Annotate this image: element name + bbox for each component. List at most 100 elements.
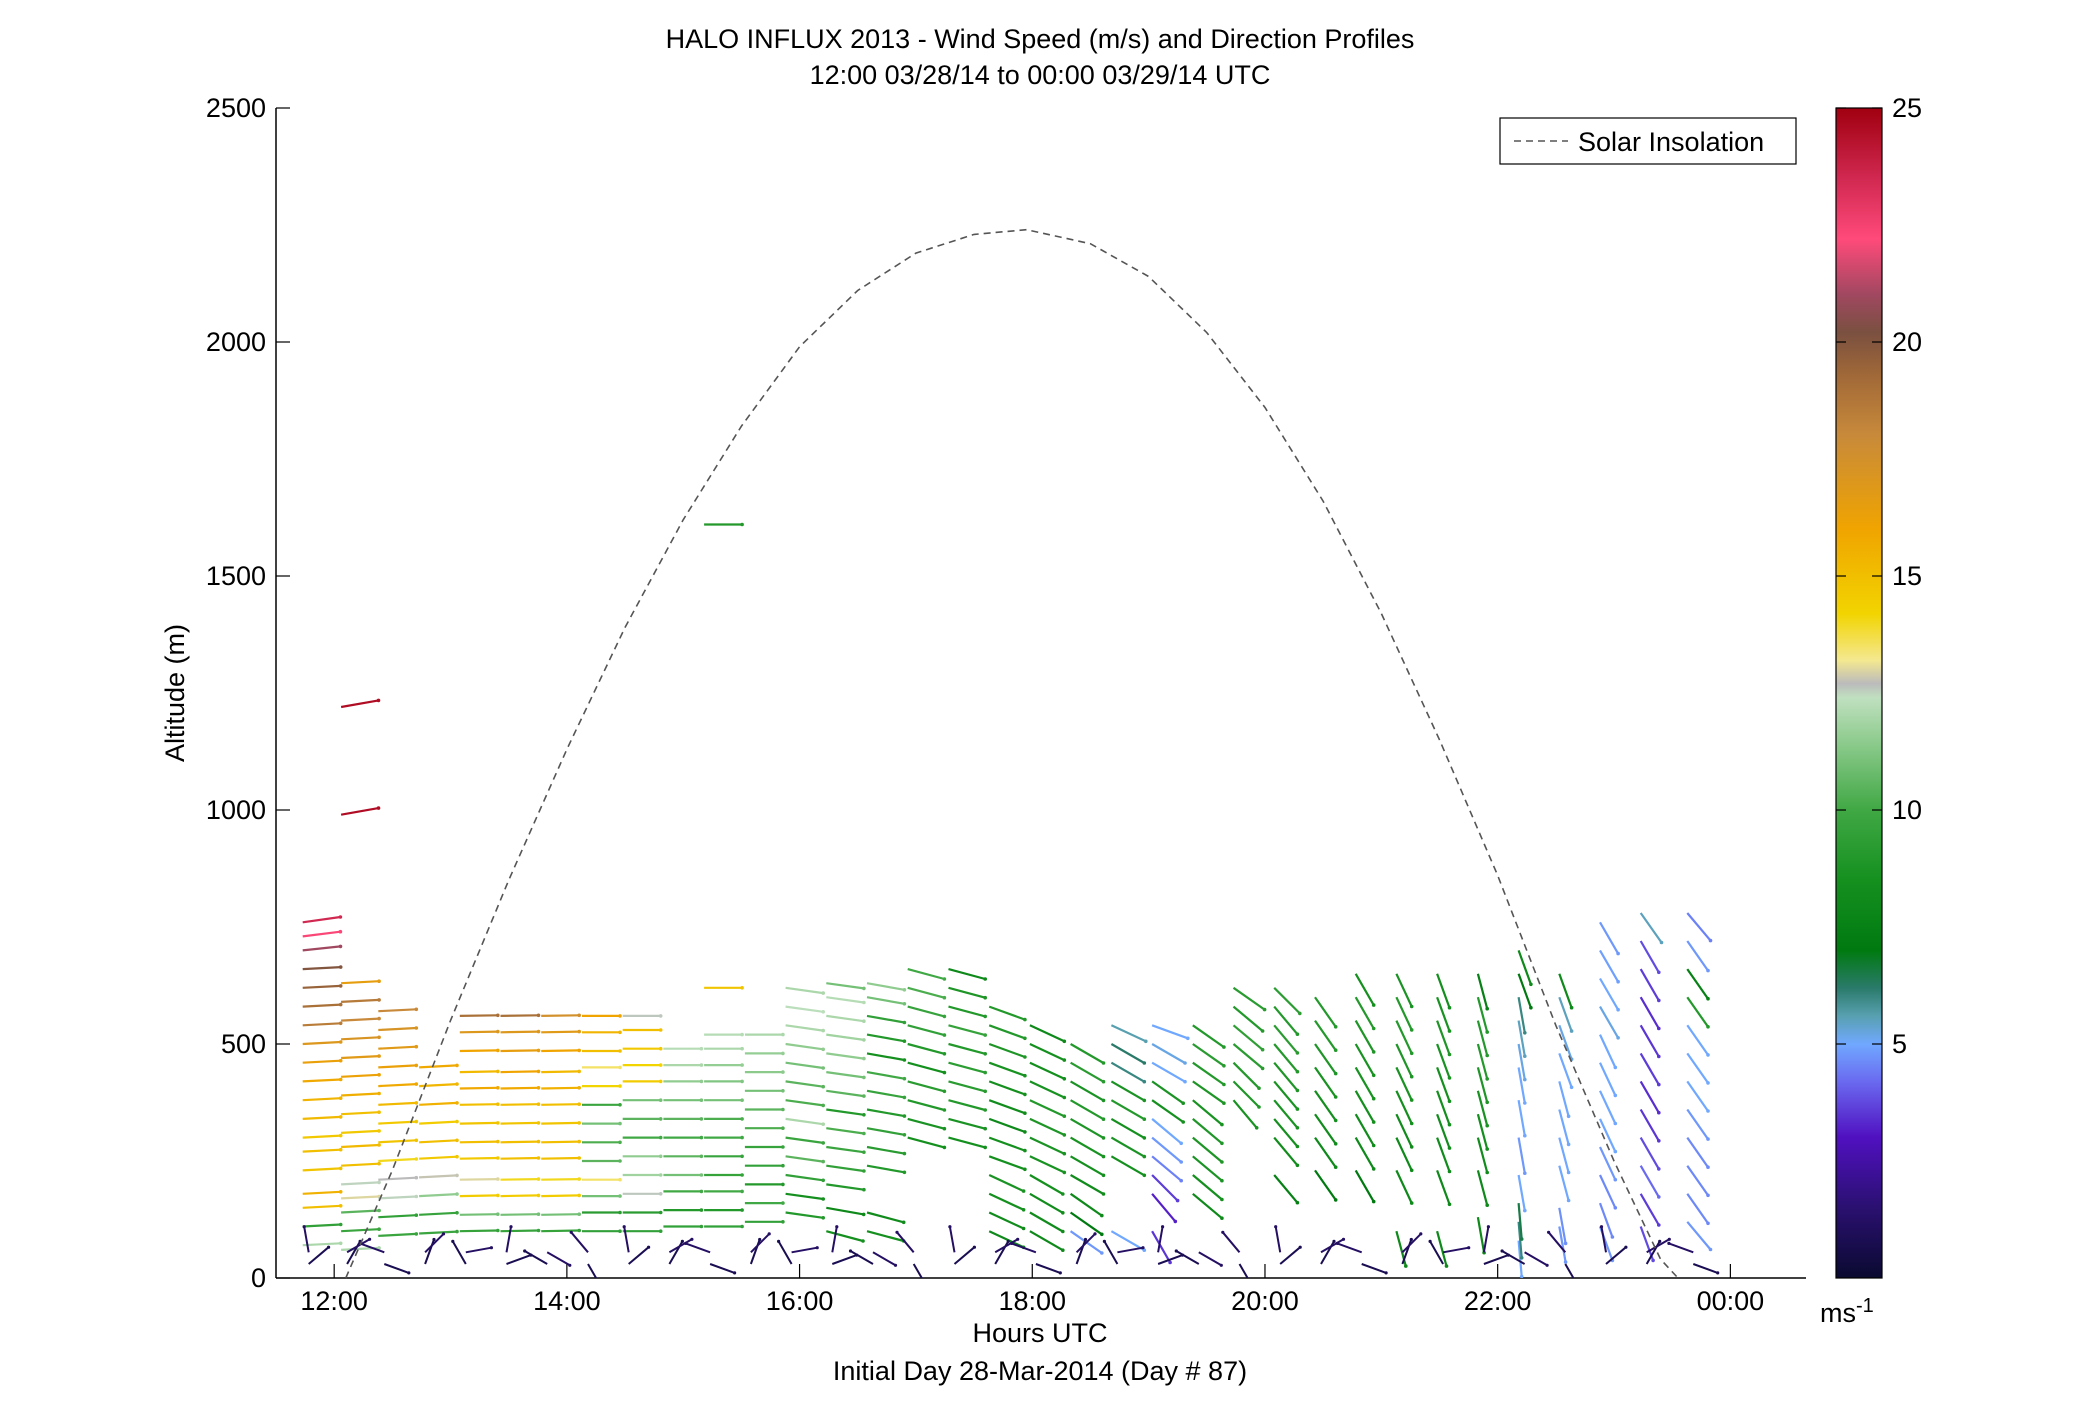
wind-arrow-head — [1523, 1031, 1527, 1035]
x-tick-label: 18:00 — [998, 1286, 1066, 1316]
wind-arrow — [419, 1155, 458, 1160]
wind-arrow-head — [377, 979, 381, 983]
near-surface-arrow-head — [1274, 1225, 1278, 1229]
colorbar-unit-exponent: -1 — [1856, 1295, 1874, 1317]
wind-arrow-head — [1371, 1026, 1376, 1031]
wind-arrow — [1476, 1137, 1489, 1173]
wind-arrow-head — [1657, 1110, 1661, 1115]
wind-arrow — [1070, 1155, 1105, 1177]
wind-arrow-head — [781, 1032, 785, 1037]
wind-arrow — [1029, 1099, 1065, 1118]
wind-arrow — [1639, 1137, 1660, 1170]
wind-arrow — [1639, 940, 1660, 973]
wind-arrow — [1069, 1211, 1103, 1236]
wind-arrow — [500, 1194, 539, 1198]
wind-arrow-head — [781, 1201, 785, 1205]
near-surface-arrow — [524, 1250, 548, 1265]
wind-arrow-head — [1023, 1130, 1027, 1134]
near-surface-arrow-head — [767, 1232, 771, 1236]
wind-arrow — [1436, 1090, 1451, 1126]
legend-box — [1499, 117, 1797, 165]
wind-arrow-head — [862, 1094, 866, 1098]
wind-arrow — [826, 996, 865, 1004]
near-surface-arrow-head — [1221, 1230, 1225, 1234]
wind-arrow-head — [1101, 1061, 1106, 1065]
wind-arrow-head — [658, 1063, 663, 1067]
wind-arrow-head — [1220, 1216, 1224, 1220]
wind-arrow-head — [377, 998, 381, 1002]
wind-arrow-head — [902, 1039, 907, 1043]
wind-arrow — [1558, 1053, 1573, 1088]
wind-arrow-head — [1101, 1098, 1106, 1103]
wind-arrow — [1151, 1024, 1189, 1040]
wind-arrow — [1110, 1230, 1145, 1252]
wind-arrow-head — [1101, 1079, 1106, 1084]
wind-arrow-head — [496, 1121, 500, 1125]
wind-arrow — [1436, 996, 1451, 1032]
wind-arrow — [1517, 1043, 1526, 1080]
wind-arrow-head — [1333, 1118, 1338, 1123]
wind-arrow-head — [658, 1154, 663, 1159]
wind-arrow-head — [821, 1122, 825, 1126]
wind-arrow-head — [414, 1063, 419, 1068]
wind-arrow — [907, 1136, 945, 1149]
wind-arrow — [1110, 1061, 1145, 1083]
wind-arrow-head — [455, 1192, 459, 1196]
wind-arrow-head — [1179, 1160, 1183, 1164]
wind-arrow-head — [862, 1019, 866, 1023]
wind-arrow-head — [1613, 1206, 1618, 1210]
wind-arrow-head — [1447, 1076, 1452, 1080]
wind-arrow-head — [577, 1156, 581, 1160]
wind-arrow — [1029, 1230, 1064, 1252]
wind-arrow — [1436, 1137, 1451, 1172]
near-surface-arrow — [1564, 1263, 1575, 1278]
wind-arrow — [459, 1014, 498, 1017]
wind-arrow — [378, 1008, 417, 1013]
wind-arrow-head — [338, 915, 343, 919]
wind-arrow-head — [1062, 1151, 1067, 1156]
wind-arrow — [988, 1155, 1026, 1171]
near-surface-arrow-head — [647, 1245, 651, 1249]
near-surface-arrow-head — [1716, 1271, 1720, 1275]
wind-arrow-head — [902, 1002, 907, 1006]
near-surface-arrow — [1336, 1242, 1363, 1254]
wind-arrow — [866, 1071, 905, 1080]
wind-arrow — [541, 1103, 580, 1106]
wind-arrow — [500, 1030, 539, 1034]
wind-arrow-head — [902, 1170, 907, 1175]
y-tick-label: 1000 — [206, 795, 266, 825]
wind-arrow — [988, 1117, 1026, 1133]
wind-arrow — [907, 1099, 945, 1112]
near-surface-arrow-head — [407, 1271, 411, 1275]
wind-arrow-head — [618, 1049, 622, 1053]
wind-arrow-head — [1179, 1178, 1183, 1183]
wind-arrow — [341, 1111, 380, 1116]
near-surface-arrow — [831, 1226, 838, 1253]
wind-arrow — [302, 984, 341, 989]
wind-arrow — [1599, 1090, 1617, 1124]
y-tick-label: 1500 — [206, 561, 266, 591]
wind-arrow-head — [1409, 1004, 1414, 1009]
wind-arrow — [988, 1230, 1025, 1249]
wind-arrow — [1314, 1090, 1337, 1122]
wind-arrow — [302, 1040, 341, 1046]
wind-arrow — [541, 1086, 580, 1090]
wind-arrow-head — [577, 1048, 581, 1053]
wind-arrow-head — [1657, 1026, 1661, 1031]
wind-arrow — [1558, 1137, 1570, 1173]
wind-arrow — [1029, 1024, 1065, 1043]
wind-arrow — [459, 1070, 498, 1074]
wind-arrow-head — [338, 984, 343, 988]
wind-arrow-head — [861, 1212, 866, 1217]
wind-arrow-head — [618, 1159, 622, 1163]
wind-arrow-head — [821, 991, 825, 995]
wind-arrow-head — [377, 1208, 381, 1213]
wind-arrow — [1599, 921, 1620, 955]
wind-arrow-head — [338, 1133, 343, 1138]
wind-arrow — [419, 1120, 458, 1125]
solar-insolation-curve — [345, 228, 1679, 1279]
wind-arrow-head — [781, 1107, 785, 1112]
wind-arrow — [341, 998, 380, 1003]
near-surface-arrow — [1103, 1240, 1119, 1265]
wind-arrow — [1151, 1118, 1182, 1145]
